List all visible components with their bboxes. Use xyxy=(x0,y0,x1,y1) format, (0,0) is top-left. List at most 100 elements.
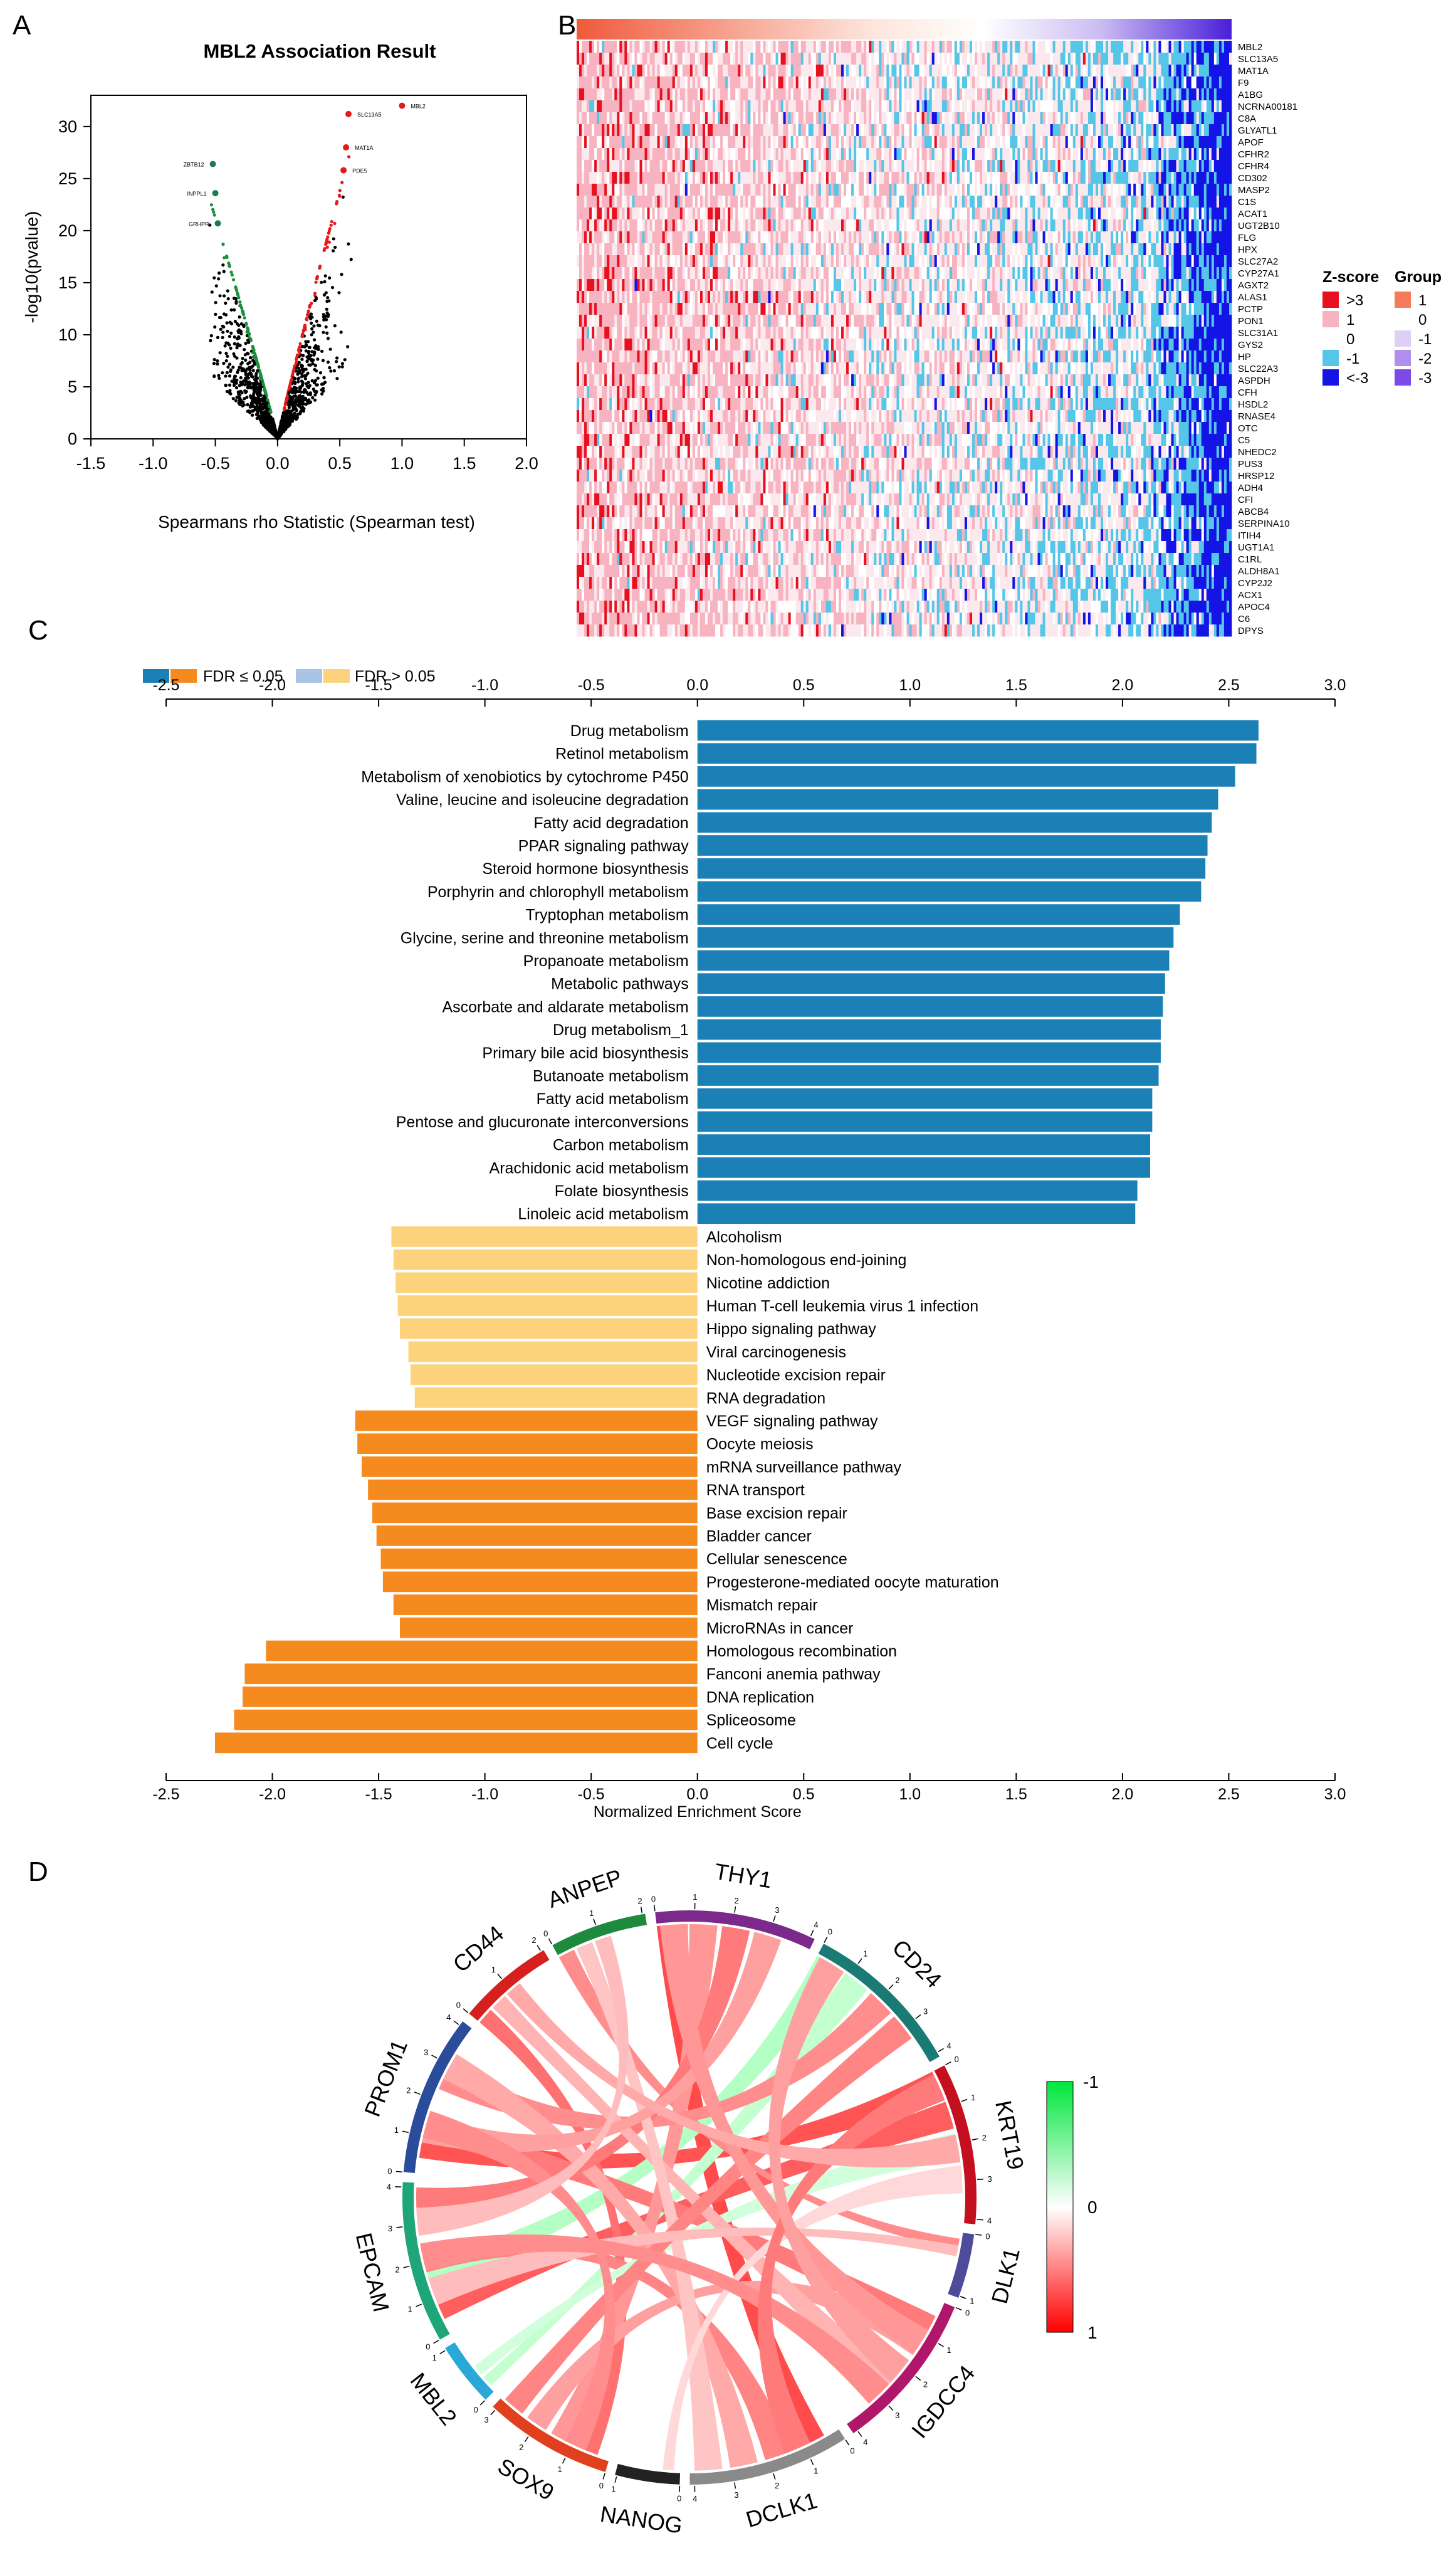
heatmap-cell xyxy=(584,53,587,65)
heatmap-cell xyxy=(723,124,726,137)
heatmap-cell xyxy=(1067,41,1071,53)
heatmap-cell xyxy=(699,148,703,161)
heatmap-cell xyxy=(715,88,718,101)
heatmap-cell xyxy=(929,136,933,149)
heatmap-cell xyxy=(579,41,582,53)
heatmap-cell xyxy=(629,76,632,89)
heatmap-cell xyxy=(1077,124,1081,137)
heatmap-cell xyxy=(793,53,797,65)
heatmap-cell xyxy=(755,184,758,196)
heatmap-cell xyxy=(904,76,907,89)
heatmap-cell xyxy=(864,124,867,137)
heatmap-cell xyxy=(909,184,912,196)
heatmap-cell xyxy=(672,172,676,184)
data-point xyxy=(222,312,226,316)
heatmap-cell xyxy=(1106,88,1109,101)
heatmap-cell xyxy=(1183,136,1187,149)
heatmap-cell xyxy=(889,65,892,77)
heatmap-cell xyxy=(830,88,834,101)
heatmap-cell xyxy=(1090,88,1094,101)
heatmap-cell xyxy=(1090,136,1094,149)
heatmap-cell xyxy=(662,41,666,53)
heatmap-cell xyxy=(662,148,666,161)
heatmap-cell xyxy=(808,65,812,77)
heatmap-cell xyxy=(708,53,711,65)
heatmap-cell xyxy=(758,160,761,172)
heatmap-cell xyxy=(997,76,1000,89)
heatmap-cell xyxy=(966,76,970,89)
heatmap-cell xyxy=(682,172,686,184)
heatmap-cell xyxy=(1103,148,1106,161)
heatmap-cell xyxy=(604,172,607,184)
heatmap-cell xyxy=(1121,53,1124,65)
heatmap-cell xyxy=(1040,160,1043,172)
heatmap-cell xyxy=(780,172,783,184)
heatmap-cell xyxy=(879,41,882,53)
heatmap-cell xyxy=(808,53,812,65)
heatmap-cell xyxy=(956,53,960,65)
heatmap-cell xyxy=(662,53,666,65)
heatmap-cell xyxy=(1168,172,1171,184)
heatmap-cell xyxy=(894,65,897,77)
data-point xyxy=(239,332,243,335)
heatmap-cell xyxy=(1216,88,1220,101)
data-point xyxy=(238,304,242,308)
heatmap-cell xyxy=(966,136,970,149)
data-point xyxy=(315,276,319,281)
heatmap-cell xyxy=(815,41,819,53)
x-tick-label: 0.5 xyxy=(328,454,352,473)
heatmap-cell xyxy=(941,184,945,196)
data-point xyxy=(249,355,253,360)
heatmap-cell xyxy=(881,53,884,65)
heatmap-cell xyxy=(854,172,857,184)
heatmap-cell xyxy=(823,136,827,149)
heatmap-cell xyxy=(835,172,839,184)
heatmap-cell xyxy=(1085,136,1089,149)
heatmap-cell xyxy=(1075,124,1079,137)
heatmap-cell xyxy=(982,53,985,65)
heatmap-cell xyxy=(674,88,678,101)
heatmap-cell xyxy=(909,136,912,149)
heatmap-cell xyxy=(964,184,968,196)
heatmap-cell xyxy=(970,196,973,208)
heatmap-cell xyxy=(783,124,786,137)
heatmap-cell xyxy=(662,184,666,196)
heatmap-cell xyxy=(582,184,585,196)
heatmap-cell xyxy=(632,88,635,101)
heatmap-cell xyxy=(679,160,683,172)
heatmap-cell xyxy=(803,172,807,184)
heatmap-cell xyxy=(861,160,864,172)
data-point xyxy=(241,357,244,361)
heatmap-cell xyxy=(738,196,741,208)
heatmap-cell xyxy=(1198,184,1202,196)
heatmap-cell xyxy=(1178,160,1182,172)
heatmap-cell xyxy=(1082,100,1086,113)
heatmap-cell xyxy=(1211,160,1215,172)
heatmap-cell xyxy=(997,172,1000,184)
heatmap-cell xyxy=(926,184,930,196)
heatmap-cell xyxy=(1103,76,1106,89)
heatmap-cell xyxy=(704,172,708,184)
heatmap-cell xyxy=(946,124,950,137)
heatmap-cell xyxy=(1047,41,1051,53)
heatmap-cell xyxy=(795,160,799,172)
heatmap-cell xyxy=(906,76,909,89)
heatmap-cell xyxy=(944,53,948,65)
heatmap-cell xyxy=(1080,148,1084,161)
heatmap-cell xyxy=(813,76,817,89)
heatmap-cell xyxy=(775,124,778,137)
heatmap-cell xyxy=(745,88,748,101)
heatmap-cell xyxy=(720,124,723,137)
heatmap-cell xyxy=(1211,172,1215,184)
heatmap-cell xyxy=(954,112,958,125)
heatmap-cell xyxy=(954,65,958,77)
heatmap-cell xyxy=(866,136,869,149)
heatmap-cell xyxy=(637,100,640,113)
data-point xyxy=(323,381,327,384)
heatmap-cell xyxy=(1196,100,1200,113)
heatmap-cell xyxy=(1092,184,1096,196)
heatmap-cell xyxy=(859,112,862,125)
x-tick-label: -1.0 xyxy=(139,454,168,473)
heatmap-cell xyxy=(919,100,923,113)
heatmap-cell xyxy=(800,112,804,125)
